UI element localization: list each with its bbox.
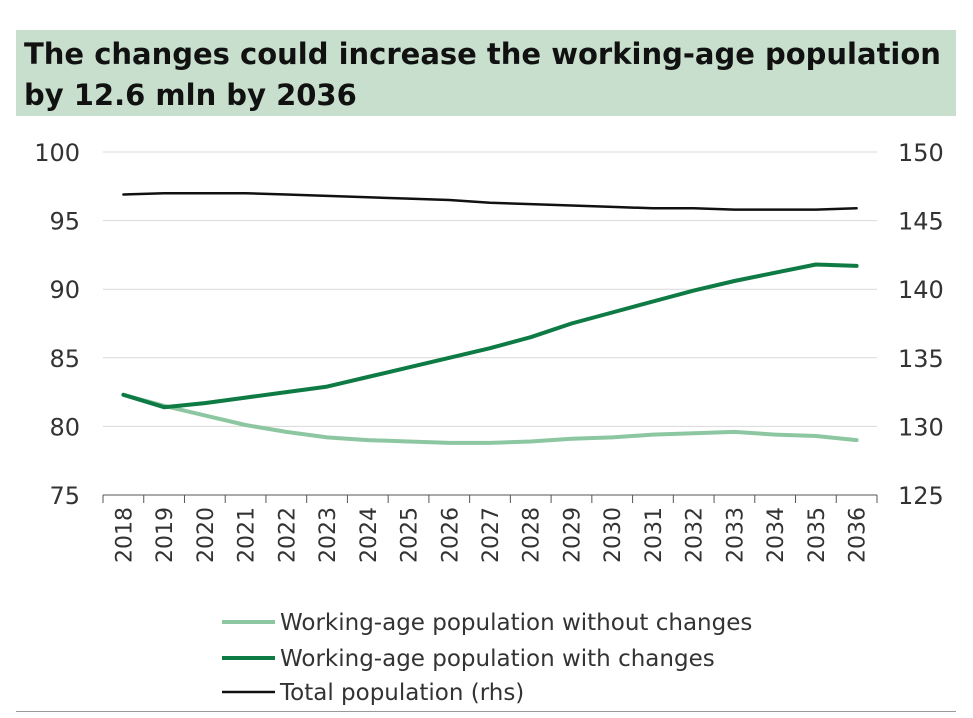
x-tick-label: 2023 <box>316 507 341 563</box>
y-left-tick-label: 95 <box>49 208 80 236</box>
x-tick-label: 2022 <box>275 507 300 563</box>
x-tick-label: 2027 <box>479 507 504 563</box>
x-tick-label: 2036 <box>846 507 871 563</box>
y-right-tick-label: 125 <box>898 482 944 510</box>
x-tick-label: 2032 <box>683 507 708 563</box>
x-tick-label: 2033 <box>723 507 748 563</box>
x-tick-label: 2018 <box>112 507 137 563</box>
y-left-tick-label: 85 <box>49 345 80 373</box>
chart-title-box: The changes could increase the working-a… <box>16 30 956 116</box>
legend-label-1: Working-age population without changes <box>280 610 752 636</box>
y-left-tick-label: 75 <box>49 482 80 510</box>
x-tick-label: 2024 <box>357 507 382 563</box>
bottom-divider <box>16 711 956 712</box>
x-tick-label: 2021 <box>235 507 260 563</box>
chart-title: The changes could increase the working-a… <box>24 37 941 112</box>
y-left-tick-label: 80 <box>49 413 80 441</box>
x-tick-label: 2029 <box>560 507 585 563</box>
y-right-tick-label: 145 <box>898 208 944 236</box>
y-right-tick-label: 135 <box>898 345 944 373</box>
x-tick-label: 2026 <box>438 507 463 563</box>
x-tick-label: 2030 <box>601 507 626 563</box>
series-line-3 <box>122 191 858 211</box>
x-tick-label: 2035 <box>805 507 830 563</box>
x-tick-label: 2028 <box>520 507 545 563</box>
x-tick-label: 2034 <box>764 507 789 563</box>
legend-label-2: Working-age population with changes <box>280 646 715 672</box>
x-tick-label: 2025 <box>398 507 423 563</box>
y-left-tick-label: 90 <box>49 276 80 304</box>
y-left-tick-label: 100 <box>34 139 80 167</box>
x-tick-label: 2031 <box>642 507 667 563</box>
x-tick-label: 2019 <box>153 507 178 563</box>
y-right-tick-label: 150 <box>898 139 944 167</box>
series-line-1 <box>121 392 859 445</box>
legend-label-3: Total population (rhs) <box>279 680 524 706</box>
y-right-tick-label: 140 <box>898 276 944 304</box>
series-line-2 <box>121 262 859 410</box>
y-right-tick-label: 130 <box>898 413 944 441</box>
x-tick-label: 2020 <box>194 507 219 563</box>
